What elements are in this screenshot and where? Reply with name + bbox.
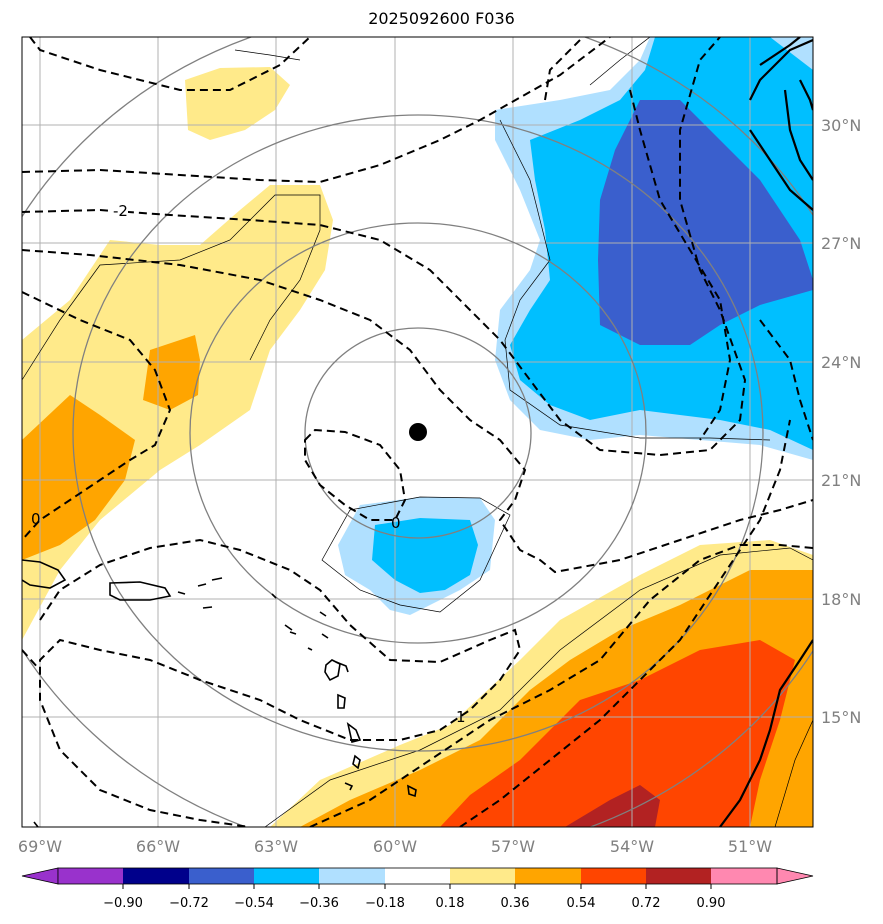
colorbar: −0.90 −0.72 −0.54 −0.36 −0.18 0.18 0.36 … [21,867,814,911]
colorbar-segment [58,868,123,884]
lat-label: 27°N [821,234,861,253]
grid-lines [22,37,813,827]
storm-center-marker [409,423,427,441]
colorbar-segment [515,868,581,884]
colorbar-segment [646,868,711,884]
colorbar-segment [450,868,515,884]
contour-label-0-center: 0 [391,514,401,532]
dashed-contours [22,37,813,827]
map-title: 2025092600 F036 [368,9,515,28]
colorbar-segment [319,868,385,884]
lon-label: 69°W [18,837,62,856]
shading-fields [22,37,813,827]
lon-label: 66°W [136,837,180,856]
north-positive-patch [185,67,290,140]
gray-range-rings [22,37,813,827]
lat-label: 18°N [821,590,861,609]
southeast-positive-darkest [565,785,660,827]
western-positive-light [22,185,333,640]
contour-label-0-west: 0 [31,510,41,528]
southeast-positive-strong [440,640,795,827]
thin-contours [22,37,813,827]
negative-anomaly-dark [598,100,813,345]
colorbar-tick-label: −0.18 [365,896,405,911]
western-positive-medium [22,395,135,560]
lat-label: 30°N [821,116,861,135]
colorbar-segment [581,868,646,884]
colorbar-tick-label: 0.36 [501,896,530,911]
colorbar-tick-label: 0.90 [697,896,726,911]
lon-label: 60°W [373,837,417,856]
contour-label-1: 1 [456,708,466,726]
solid-contours [719,37,813,827]
colorbar-tick-label: 0.54 [567,896,596,911]
colorbar-segment [385,868,450,884]
colorbar-tick-label: −0.36 [299,896,339,911]
colorbar-tick-label: 0.72 [632,896,661,911]
latitude-labels: 30°N 27°N 24°N 21°N 18°N 15°N [821,116,861,727]
lon-label: 57°W [491,837,535,856]
western-positive-medium-2 [143,335,200,410]
colorbar-segment [189,868,254,884]
contour-labels: -2 0 0 1 [31,202,466,726]
colorbar-tick-label: −0.90 [103,896,143,911]
colorbar-extend-min [21,867,59,885]
colorbar-tick-label: 0.18 [436,896,465,911]
colorbar-segment [711,868,777,884]
coastlines [22,559,417,827]
lon-label: 51°W [728,837,772,856]
map-frame [21,36,814,828]
colorbar-segment [254,868,319,884]
lat-label: 21°N [821,471,861,490]
longitude-labels: 69°W 66°W 63°W 60°W 57°W 54°W 51°W [18,837,772,856]
colorbar-tick-label: −0.54 [234,896,274,911]
lon-label: 54°W [610,837,654,856]
contour-label-minus2: -2 [113,202,128,220]
colorbar-segment [123,868,189,884]
map-area: -2 0 0 1 [22,37,813,827]
lat-label: 24°N [821,353,861,372]
colorbar-extend-max [776,867,814,885]
lon-label: 63°W [254,837,298,856]
lat-label: 15°N [821,708,861,727]
colorbar-tick-label: −0.72 [169,896,209,911]
